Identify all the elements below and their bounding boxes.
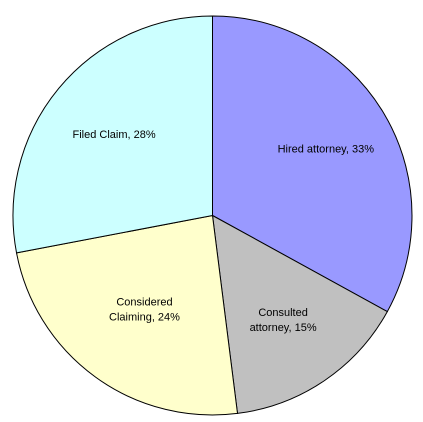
- pie-slice-label-line: attorney, 15%: [250, 322, 317, 334]
- pie-slice-label-line: Filed Claim, 28%: [73, 129, 156, 141]
- pie-slice-label-1: Consulted attorney, 15%: [250, 307, 317, 334]
- pie-slice-label-3: Filed Claim, 28%: [73, 129, 156, 141]
- pie-slices: [12, 15, 413, 416]
- pie-slice-label-line: Claiming, 24%: [109, 312, 180, 324]
- pie-slice-1: [211, 214, 388, 414]
- pie-slice-label-line: Hired attorney, 33%: [278, 144, 375, 156]
- pie-slice-label-0: Hired attorney, 33%: [278, 144, 375, 156]
- pie-slice-0: [212, 15, 413, 313]
- pie-slice-2: [15, 214, 239, 416]
- pie-slice-label-line: Consulted: [258, 307, 308, 319]
- pie-slice-label-2: Considered Claiming, 24%: [109, 297, 180, 324]
- pie-slice-3: [12, 15, 213, 254]
- pie-slice-label-line: Considered: [116, 297, 172, 309]
- pie-labels: Hired attorney, 33% Consulted attorney, 15…: [73, 129, 375, 334]
